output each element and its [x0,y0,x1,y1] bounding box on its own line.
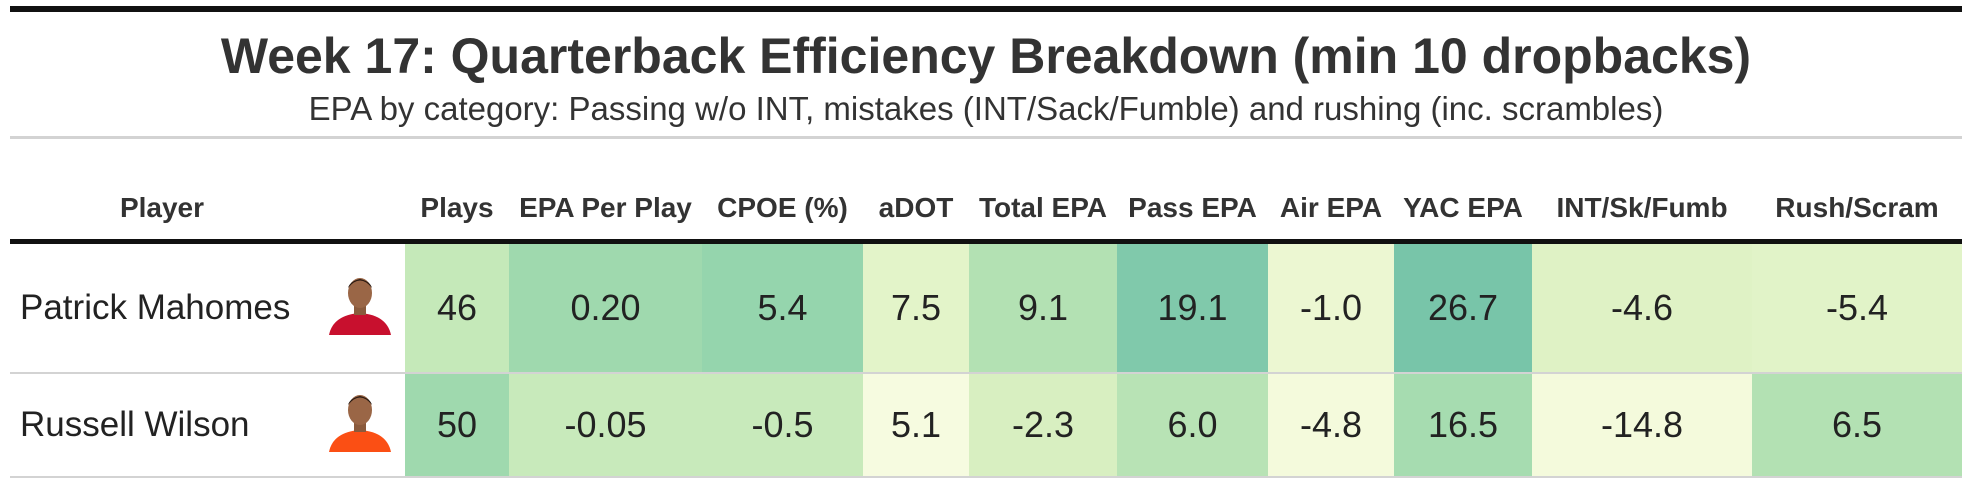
value-cell: 7.5 [863,241,969,374]
value-cell: 5.4 [702,241,863,374]
title: Week 17: Quarterback Efficiency Breakdow… [220,28,1752,84]
header-cell: EPA Per Play [509,137,702,244]
header-row: Player Plays EPA Per Play CPOE (%) aDOT Tota… [10,137,1962,244]
headshot-cell [314,373,405,478]
header-cell: Plays [405,137,509,244]
value-cell: 9.1 [969,241,1117,374]
table-row: Russell Wilson 50 -0.05 -0.5 5.1 -2.3 6.0 -4.8 1… [10,373,1962,478]
value-cell: -1.0 [1268,241,1394,374]
player-name: Russell Wilson [10,373,314,478]
table-row: Patrick Mahomes 46 0.20 5.4 7.5 9.1 19.1 -1.0 26… [10,241,1962,374]
value-cell: 26.7 [1394,241,1532,374]
top-rule [10,6,1962,12]
value-cell: 46 [405,241,509,374]
header-cell: YAC EPA [1394,137,1532,244]
headshot-cell [314,241,405,374]
header-cell: Pass EPA [1117,137,1268,244]
value-cell: 0.20 [509,241,702,374]
value-cell: -4.6 [1532,241,1752,374]
value-cell: -14.8 [1532,373,1752,478]
header-cell [314,137,405,244]
header-cell: CPOE (%) [702,137,863,244]
header-cell: Total EPA [969,137,1117,244]
value-cell: -5.4 [1752,241,1962,374]
subtitle: EPA by category: Passing w/o INT, mistak… [308,90,1664,127]
value-cell: 19.1 [1117,241,1268,374]
header-cell: INT/Sk/Fumb [1532,137,1752,244]
value-cell: 5.1 [863,373,969,478]
page: Week 17: Quarterback Efficiency Breakdow… [10,0,1962,478]
value-cell: -2.3 [969,373,1117,478]
player-name: Patrick Mahomes [10,241,314,374]
headshot [328,394,391,452]
value-cell: -0.5 [702,373,863,478]
value-cell: -4.8 [1268,373,1394,478]
header-cell: Air EPA [1268,137,1394,244]
value-cell: 6.0 [1117,373,1268,478]
header-cell: aDOT [863,137,969,244]
value-cell: 6.5 [1752,373,1962,478]
value-cell: -0.05 [509,373,702,478]
header-cell: Player [10,137,314,244]
table: Player Plays EPA Per Play CPOE (%) aDOT Tota… [10,136,1962,478]
value-cell: 16.5 [1394,373,1532,478]
value-cell: 50 [405,373,509,478]
headshot [328,277,391,335]
header-cell: Rush/Scram [1752,137,1962,244]
